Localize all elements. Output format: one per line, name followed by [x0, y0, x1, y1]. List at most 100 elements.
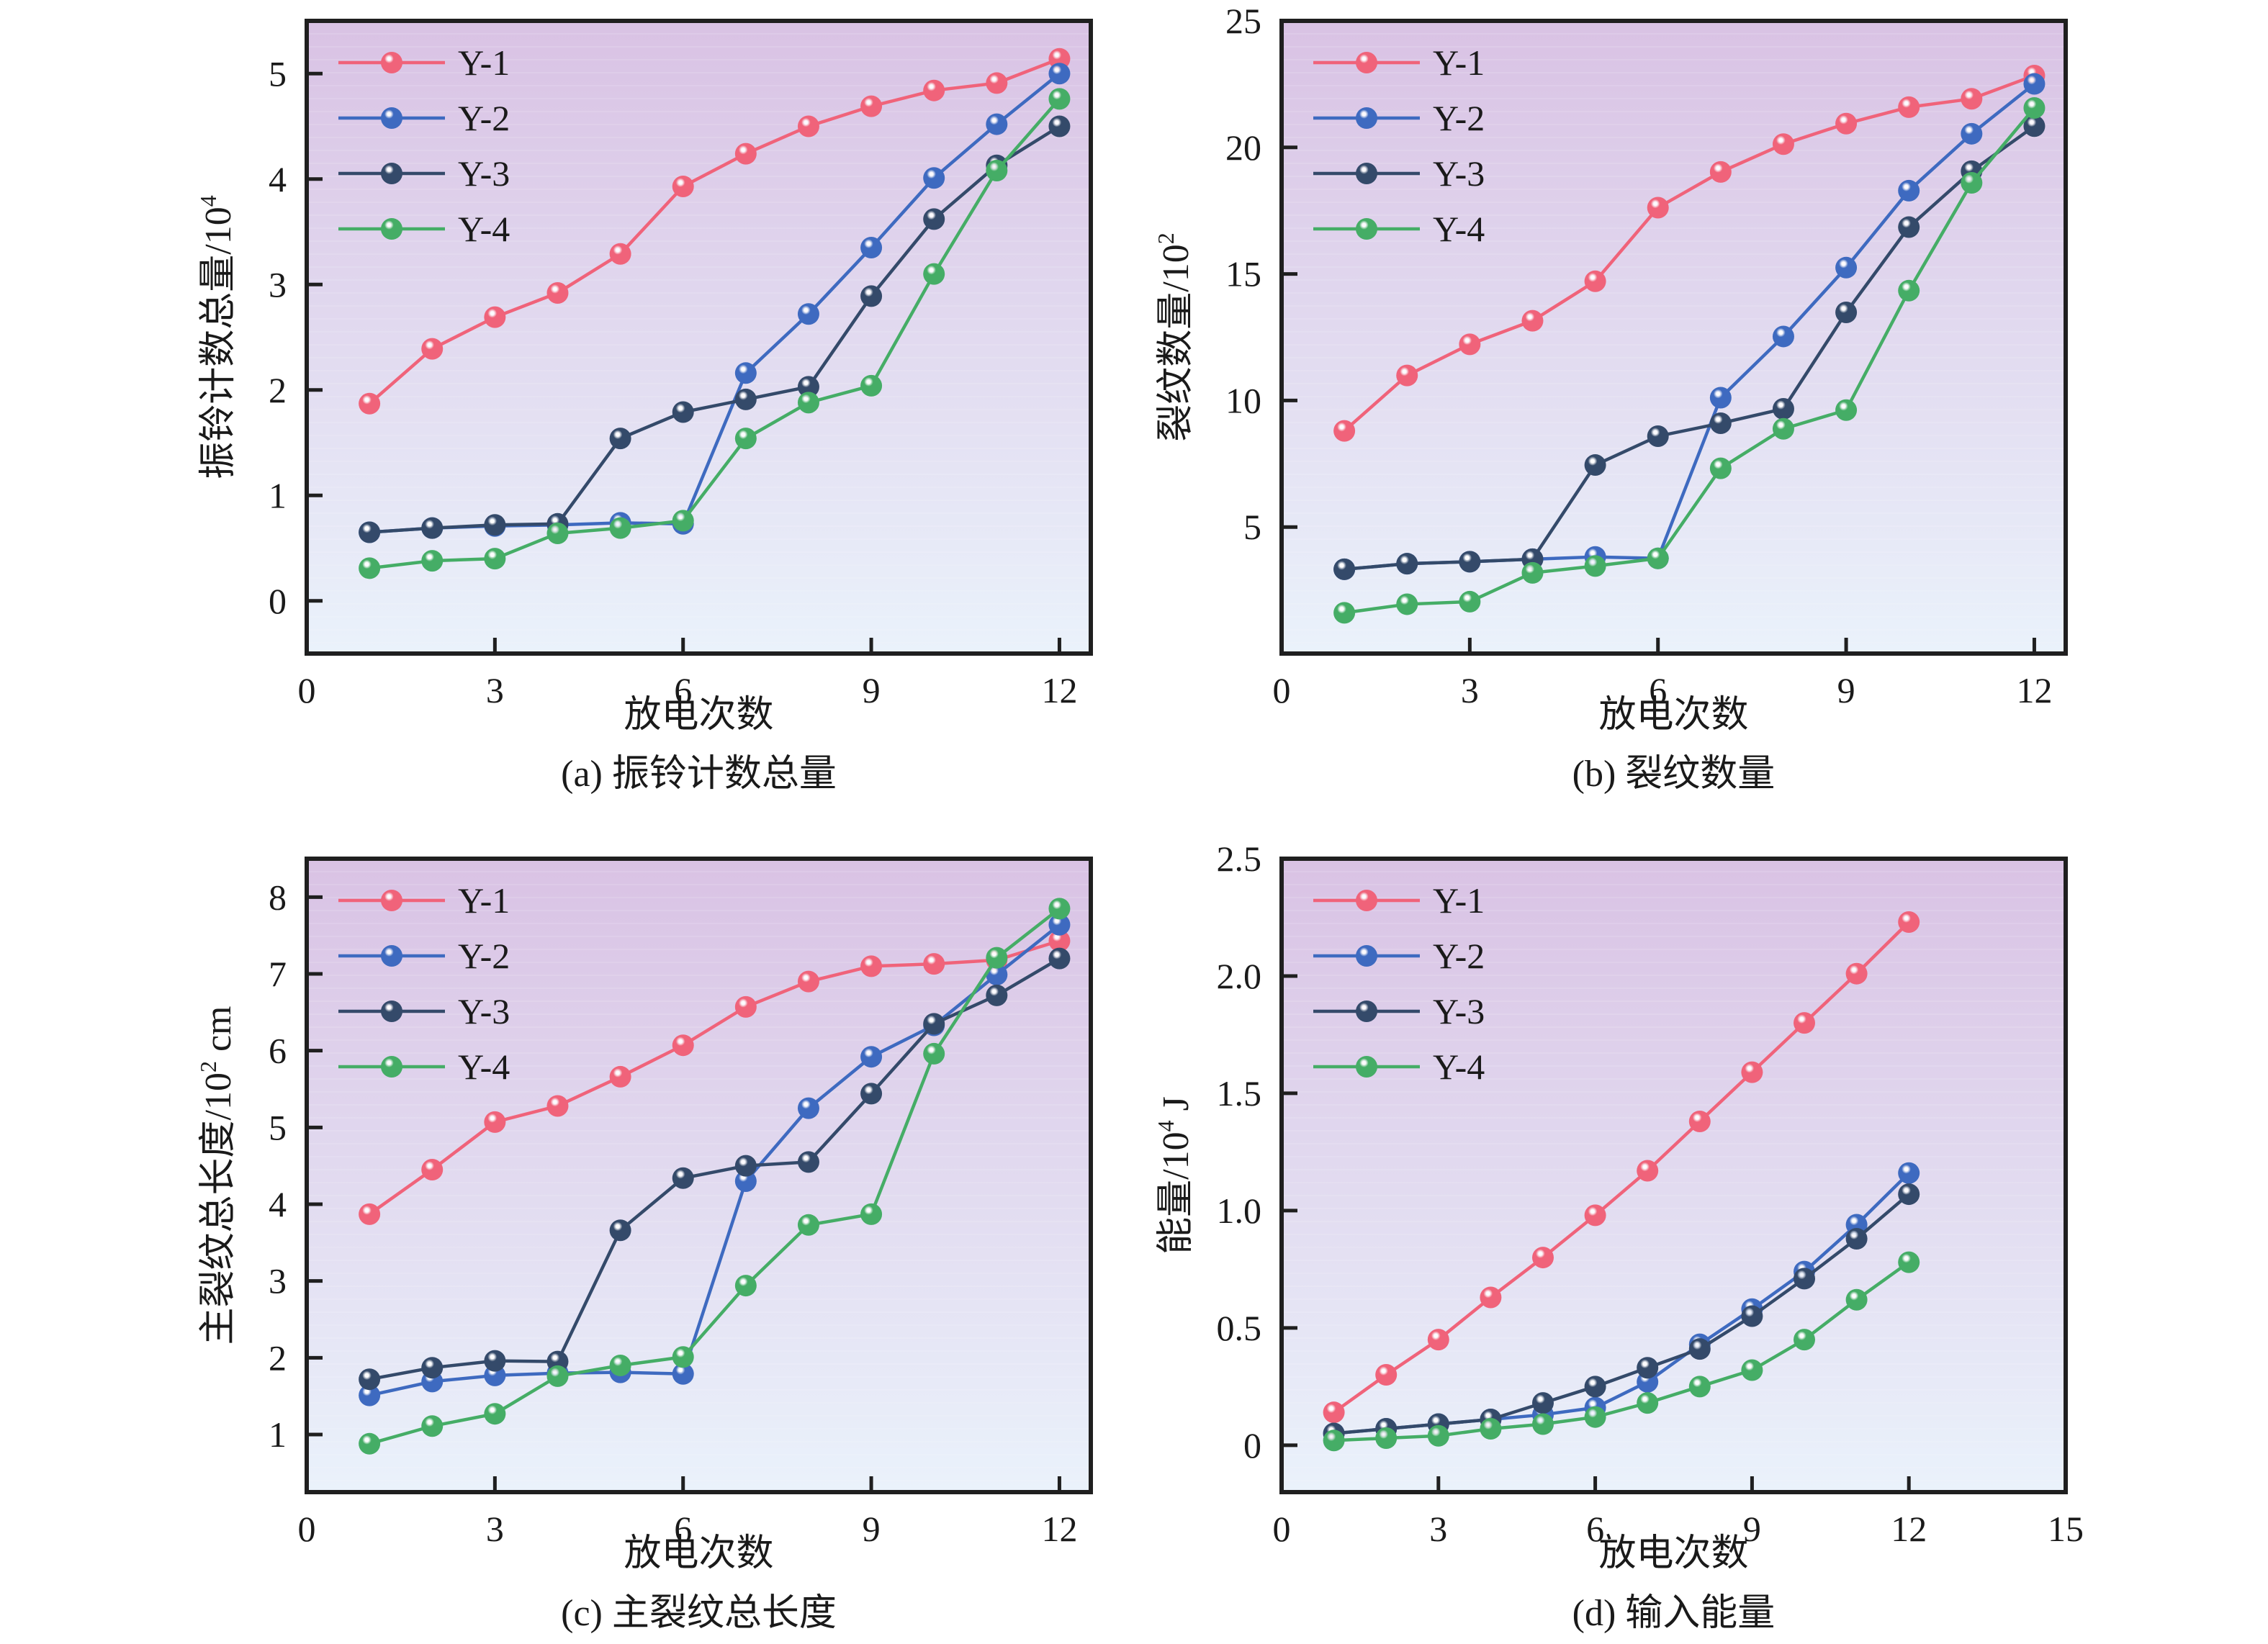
- y-tick-label: 1: [269, 1414, 287, 1455]
- legend-marker: [1356, 890, 1377, 911]
- data-point-y-4: [421, 550, 444, 572]
- data-point-y-3: [860, 1083, 883, 1105]
- series-y-4: [1333, 96, 2046, 624]
- y-tick-label: 0.5: [1217, 1308, 1262, 1348]
- chart-panel-b: 5 10 15 20 25 0 3 6 9 12 Y-1 Y-2 Y-3 Y-4 放电次数 裂纹数量/102 (…: [1153, 1, 2068, 795]
- data-point-y-1: [797, 970, 819, 993]
- data-point-y-4: [1480, 1418, 1502, 1440]
- data-point-y-1: [1637, 1160, 1659, 1182]
- data-point-y-1: [1688, 1111, 1711, 1133]
- legend-label: Y-2: [458, 98, 510, 138]
- data-point-y-3: [1584, 454, 1606, 477]
- data-point-y-1: [1794, 1012, 1815, 1034]
- data-point-y-1: [1584, 1204, 1606, 1227]
- data-point-y-4: [1961, 172, 1983, 194]
- legend-marker: [381, 1001, 402, 1022]
- y-axis-title-exponent: 2: [195, 1061, 221, 1072]
- data-point-y-1: [986, 72, 1008, 94]
- x-tick-label: 6: [674, 670, 692, 710]
- legend-label: Y-2: [458, 936, 510, 976]
- data-point-y-4: [734, 1275, 757, 1297]
- data-point-y-3: [1772, 398, 1794, 420]
- y-axis-title: 主裂纹总长度/102 cm: [195, 1006, 239, 1345]
- data-point-y-4: [734, 428, 757, 450]
- data-point-y-1: [1480, 1286, 1502, 1309]
- y-axis-title-text: 裂纹数量/10: [1156, 244, 1197, 441]
- x-tick-label: 3: [486, 1509, 504, 1549]
- y-tick-label: 2.0: [1217, 956, 1262, 996]
- x-tick-label: 9: [863, 1509, 881, 1549]
- legend-marker: [1356, 52, 1377, 73]
- data-point-y-2: [672, 1363, 694, 1385]
- data-point-y-2: [797, 1097, 819, 1119]
- x-tick-label: 9: [1837, 670, 1855, 710]
- x-tick-label: 12: [1041, 1509, 1077, 1549]
- y-axis-title: 能量/104 J: [1153, 1096, 1197, 1255]
- data-point-y-3: [1584, 1376, 1606, 1398]
- y-axis-title-unit: J: [1156, 1096, 1197, 1120]
- data-point-y-2: [734, 1170, 757, 1192]
- legend-label: Y-1: [458, 880, 510, 921]
- data-point-y-4: [1584, 555, 1606, 577]
- legend-label: Y-4: [458, 1047, 510, 1087]
- plot-background: [307, 21, 1091, 654]
- x-tick-label: 6: [1586, 1509, 1604, 1549]
- y-tick-label: 4: [269, 159, 287, 199]
- data-point-y-1: [1898, 96, 1920, 118]
- x-tick-label: 9: [863, 670, 881, 710]
- legend-marker: [1356, 218, 1377, 240]
- data-point-y-1: [672, 176, 694, 198]
- data-point-y-4: [546, 1365, 569, 1387]
- y-axis-title-text: 振铃计数总量/10: [198, 207, 239, 479]
- legend-item-y-2: Y-2: [1313, 98, 1485, 138]
- legend-marker: [381, 945, 402, 967]
- data-point-y-1: [1532, 1247, 1554, 1269]
- legend-item-y-4: Y-4: [338, 1047, 510, 1087]
- data-point-y-2: [1898, 179, 1920, 202]
- data-point-y-1: [1772, 133, 1794, 155]
- axes-frame: [305, 19, 1093, 656]
- data-point-y-3: [986, 984, 1008, 1006]
- y-tick-label: 4: [269, 1184, 287, 1224]
- data-point-y-3: [1396, 553, 1418, 575]
- data-point-y-3: [1048, 115, 1071, 137]
- data-point-y-1: [359, 1203, 381, 1225]
- x-tick-label: 6: [1649, 670, 1667, 710]
- data-point-y-4: [1396, 593, 1418, 615]
- legend-marker: [1356, 1056, 1377, 1078]
- data-point-y-4: [860, 1203, 883, 1225]
- data-point-y-1: [421, 338, 444, 360]
- data-point-y-2: [1048, 913, 1071, 936]
- legend-item-y-1: Y-1: [1313, 42, 1485, 83]
- legend-item-y-4: Y-4: [1313, 209, 1485, 249]
- legend: Y-1 Y-2 Y-3 Y-4: [338, 880, 510, 1087]
- data-point-y-3: [1048, 947, 1071, 970]
- legend-label: Y-3: [1433, 153, 1485, 194]
- data-point-y-1: [1427, 1329, 1449, 1351]
- data-point-y-1: [1323, 1401, 1345, 1424]
- x-axis-title: 放电次数: [1598, 695, 1748, 736]
- legend-item-y-1: Y-1: [338, 42, 510, 83]
- y-tick-label: 15: [1225, 254, 1261, 294]
- x-tick-label: 3: [1429, 1509, 1447, 1549]
- data-point-y-3: [734, 1155, 757, 1177]
- panel-caption: (b) 裂纹数量: [1572, 754, 1776, 795]
- legend-item-y-2: Y-2: [338, 98, 510, 138]
- series-y-4: [359, 898, 1071, 1455]
- y-axis-title-exponent: 4: [1153, 1120, 1179, 1132]
- data-point-y-4: [1637, 1392, 1659, 1414]
- y-tick-label: 2: [269, 370, 287, 410]
- plot-background: [1282, 859, 2066, 1492]
- plot-background: [1282, 21, 2066, 654]
- data-point-y-3: [1898, 216, 1920, 238]
- data-point-y-1: [1961, 88, 1983, 110]
- data-point-y-3: [1835, 302, 1858, 324]
- data-point-y-4: [1048, 898, 1071, 920]
- legend-label: Y-1: [458, 42, 510, 83]
- data-point-y-2: [1048, 63, 1071, 85]
- data-point-y-3: [1647, 425, 1669, 447]
- legend-label: Y-1: [1433, 42, 1485, 83]
- panel-caption: (a) 振铃计数总量: [561, 754, 837, 795]
- legend-label: Y-3: [1433, 991, 1485, 1031]
